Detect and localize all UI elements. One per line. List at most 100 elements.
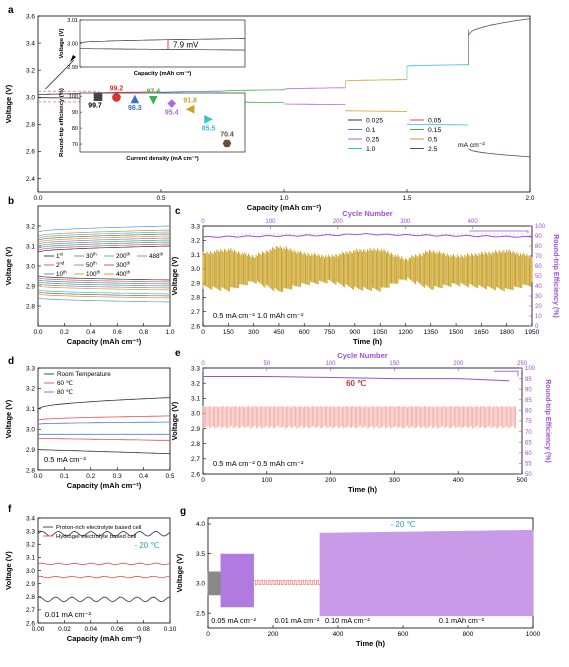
x-tick-label: 750 bbox=[324, 329, 335, 336]
y-tick-label: 2.9 bbox=[26, 447, 35, 454]
x-tick-label: 300 bbox=[389, 477, 400, 484]
temperature-label: - 20 ℃ bbox=[391, 520, 416, 529]
y-tick-label: 2.8 bbox=[191, 295, 200, 302]
legend-30th: 30th bbox=[86, 252, 97, 261]
segment-label-2: 0.10 mA cm⁻² bbox=[325, 616, 370, 625]
y-tick-label: 3.1 bbox=[26, 406, 35, 413]
x-tick-label: 0 bbox=[206, 631, 210, 638]
x-tick-label: 0.3 bbox=[113, 473, 122, 480]
x-tick-label: 1650 bbox=[474, 329, 489, 336]
x-tick-label: 0.0 bbox=[33, 473, 42, 480]
legend-0.1: 0.1 bbox=[366, 127, 376, 134]
y-tick-label: 3.2 bbox=[191, 380, 200, 387]
y-tick-label: 2.8 bbox=[26, 594, 35, 601]
x-tick-label: 600 bbox=[299, 329, 310, 336]
x2-tick-label: 200 bbox=[333, 219, 344, 225]
series-400th-charge bbox=[37, 229, 171, 237]
series-1.0-discharge bbox=[407, 123, 469, 126]
y-tick-label: 2.6 bbox=[191, 323, 200, 330]
x-tick-label: 1050 bbox=[373, 329, 388, 336]
series-2.5-discharge bbox=[468, 148, 531, 158]
legend-10th: 10th bbox=[56, 270, 67, 279]
legend-sup: th bbox=[127, 261, 131, 266]
legend-0.5: 0.5 bbox=[428, 137, 438, 144]
x-tick-label: 300 bbox=[248, 329, 259, 336]
x2-axis-label: Cycle Number bbox=[337, 351, 388, 360]
x-axis-label: Capacity (mAh cm⁻²) bbox=[67, 634, 142, 643]
y-axis-label: Voltage (V) bbox=[4, 84, 13, 123]
segment-label-1: 0.01 mA cm⁻² bbox=[275, 616, 320, 625]
y2-tick-label: 90 bbox=[525, 387, 532, 393]
x-tick-label: 0.1 bbox=[60, 473, 69, 480]
marker-95.4 bbox=[167, 99, 177, 108]
arrow-head bbox=[70, 55, 76, 62]
x-tick-label: 1000 bbox=[526, 631, 541, 638]
efficiency-arrow bbox=[493, 370, 519, 377]
segment-label-0: 0.05 mA cm⁻² bbox=[211, 616, 256, 625]
legend-Proton-rich electrolyte based cell: Proton-rich electrolyte based cell bbox=[56, 525, 141, 531]
panel-letter: b bbox=[8, 196, 14, 207]
y-tick-label: 2.6 bbox=[26, 149, 35, 156]
x-tick-label: 200 bbox=[325, 477, 336, 484]
y-tick-label: 2.9 bbox=[191, 426, 200, 433]
y-tick-label: 3.2 bbox=[26, 67, 35, 74]
panel-letter: a bbox=[8, 5, 14, 16]
y-tick-label: 2.6 bbox=[191, 471, 200, 478]
series-Hydrogel electrolyte based cell-discharge bbox=[37, 575, 171, 579]
y-axis-label: Voltage (V) bbox=[4, 551, 13, 590]
x-tick-label: 400 bbox=[453, 477, 464, 484]
efficiency-label-70.4: 70.4 bbox=[220, 131, 234, 138]
y-tick-label: 2.8 bbox=[191, 441, 200, 448]
series-Room Temperature-charge bbox=[37, 397, 171, 410]
legend-sup: th bbox=[97, 270, 101, 275]
marker-98.3 bbox=[130, 94, 140, 104]
x2-tick-label: 400 bbox=[468, 219, 479, 225]
series-0.5-discharge bbox=[345, 110, 407, 112]
y-tick-label: 4.0 bbox=[196, 521, 205, 528]
series-1.0-charge bbox=[406, 64, 469, 67]
y-tick-label: 3.2 bbox=[191, 238, 200, 245]
y2-tick-label: 85 bbox=[525, 398, 532, 404]
y-tick-label: 3.3 bbox=[191, 365, 200, 372]
y-axis-label: Voltage (V) bbox=[175, 553, 184, 592]
x-axis-label: Time (h) bbox=[348, 485, 378, 494]
inset-top-xlabel: Capacity (mAh cm⁻²) bbox=[134, 70, 192, 77]
y2-tick-label: 60 bbox=[525, 451, 532, 457]
series-488th-discharge bbox=[37, 297, 171, 303]
x-tick-label: 0.4 bbox=[86, 329, 95, 336]
inset-tick-label: 80 bbox=[72, 126, 78, 132]
series-1st-discharge bbox=[37, 275, 171, 281]
series-Hydrogel electrolyte based cell-charge bbox=[37, 562, 171, 566]
y2-tick-label: 50 bbox=[525, 472, 532, 478]
y-tick-label: 3.0 bbox=[191, 411, 200, 418]
legend-80 ℃: 80 ℃ bbox=[57, 389, 73, 396]
inset-annotation: 7.9 mV bbox=[173, 40, 199, 49]
y-tick-label: 2.8 bbox=[26, 467, 35, 474]
efficiency-label-99.7: 99.7 bbox=[88, 103, 102, 110]
y2-tick-label: 100 bbox=[535, 224, 546, 230]
inset-tick-label: 3.01 bbox=[67, 18, 78, 24]
panel-letter: f bbox=[8, 504, 12, 515]
y-tick-label: 3.5 bbox=[196, 551, 205, 558]
legend-0.25: 0.25 bbox=[366, 137, 379, 144]
series-0.25-charge bbox=[283, 87, 346, 90]
marker-91.8 bbox=[185, 104, 195, 114]
x-tick-label: 1350 bbox=[424, 329, 439, 336]
axis-frame bbox=[37, 367, 171, 471]
x-tick-label: 0.5 bbox=[156, 195, 165, 202]
y2-tick-label: 95 bbox=[525, 377, 532, 383]
x2-tick-label: 200 bbox=[453, 361, 464, 367]
series-1st-charge bbox=[37, 245, 171, 253]
series-300th-charge bbox=[37, 233, 171, 241]
inset-tick-label: 70 bbox=[72, 142, 78, 148]
series-30th-charge bbox=[37, 239, 171, 247]
legend-200th: 200th bbox=[116, 252, 131, 261]
x-tick-label: 1500 bbox=[449, 329, 464, 336]
x-tick-label: 500 bbox=[517, 477, 528, 484]
x2-tick-label: 0 bbox=[201, 361, 205, 367]
temperature-label: - 20 ℃ bbox=[134, 541, 159, 550]
x-tick-label: 1.0 bbox=[165, 329, 174, 336]
inset-tick-label: 90 bbox=[72, 110, 78, 116]
efficiency-label-95.4: 95.4 bbox=[165, 110, 179, 117]
panel-e: 0 100 200 300 400 5002.62.72.82.93.03.13.23.3… bbox=[170, 348, 551, 494]
